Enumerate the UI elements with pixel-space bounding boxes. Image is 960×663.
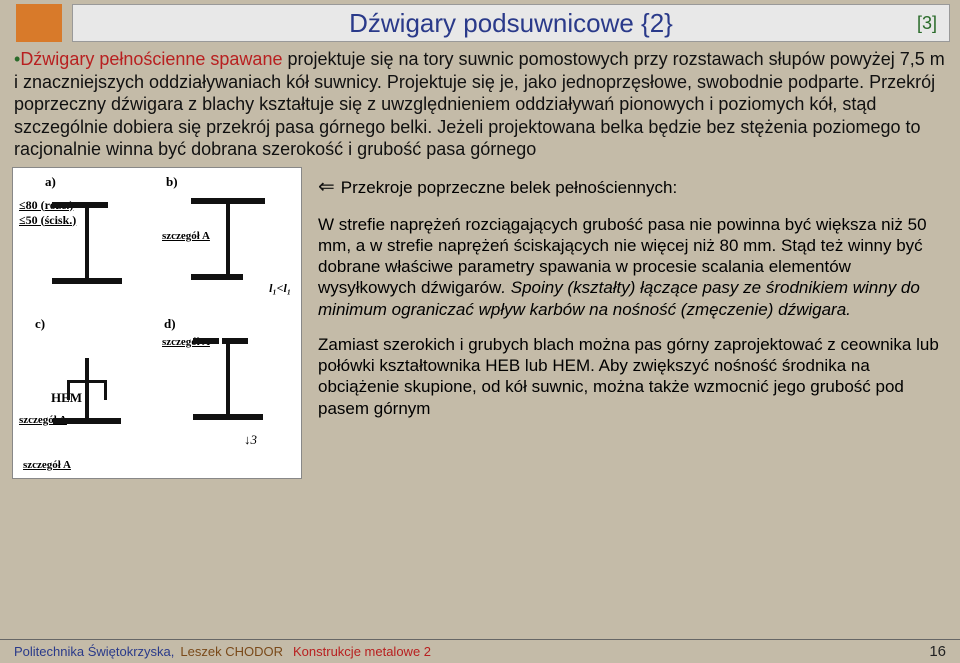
reference-number: [3] xyxy=(917,13,937,34)
figure-b: b) szczegół A l₁<l₁ xyxy=(158,174,297,314)
hem-beam-icon xyxy=(17,358,156,424)
title-bar: Dźwigary podsuwnicowe {2} [3] xyxy=(72,4,950,42)
accent-block xyxy=(16,4,62,42)
arrow-left-icon: ⇐ xyxy=(318,176,335,198)
footer-comma: , xyxy=(171,644,175,659)
footer: Politechnika Świętokrzyska , Leszek CHOD… xyxy=(0,639,960,663)
ibeam-icon xyxy=(52,202,122,284)
ibeam-icon xyxy=(191,198,265,280)
lead-text: Dźwigary pełnościenne spawane xyxy=(20,49,282,69)
fig-label-c: c) xyxy=(35,316,45,332)
figure-c: c) HEM szczegół A xyxy=(17,316,156,456)
figure-a: a) ≤80 (rozc.) ≤50 (ścisk.) xyxy=(17,174,156,314)
footer-page: 16 xyxy=(929,643,946,660)
footer-university: Politechnika Świętokrzyska xyxy=(14,644,171,659)
fig-label-d: d) xyxy=(164,316,176,332)
figure-d: d) szczegół A ↓3 xyxy=(158,316,297,456)
alternative-paragraph: Zamiast szerokich i grubych blach można … xyxy=(318,334,944,419)
dim-3-label: ↓3 xyxy=(244,432,257,448)
thickness-paragraph: W strefie naprężeń rozciągających gruboś… xyxy=(318,214,944,320)
header-row: Dźwigary podsuwnicowe {2} [3] xyxy=(0,0,960,42)
dimension-note: l₁<l₁ xyxy=(269,281,291,296)
page-title: Dźwigary podsuwnicowe {2} xyxy=(349,8,673,39)
main-paragraph: •Dźwigary pełnościenne spawane projektuj… xyxy=(14,48,946,161)
cross-section-heading: ⇐ Przekroje poprzeczne belek pełnościenny… xyxy=(318,175,944,200)
body-row: a) ≤80 (rozc.) ≤50 (ścisk.) b) szczegół … xyxy=(14,167,946,479)
content: •Dźwigary pełnościenne spawane projektuj… xyxy=(0,42,960,479)
footer-course: Konstrukcje metalowe 2 xyxy=(293,644,431,659)
footer-author: Leszek CHODOR xyxy=(180,644,283,659)
fig-label-a: a) xyxy=(45,174,56,190)
figure-panel: a) ≤80 (rozc.) ≤50 (ścisk.) b) szczegół … xyxy=(12,167,302,479)
p1-text: Przekroje poprzeczne belek pełnościennyc… xyxy=(341,178,677,197)
double-flange-icon xyxy=(193,338,263,420)
fig-label-b: b) xyxy=(166,174,178,190)
detail-a-label: szczegół A xyxy=(23,459,71,471)
right-column: ⇐ Przekroje poprzeczne belek pełnościenny… xyxy=(302,167,946,479)
